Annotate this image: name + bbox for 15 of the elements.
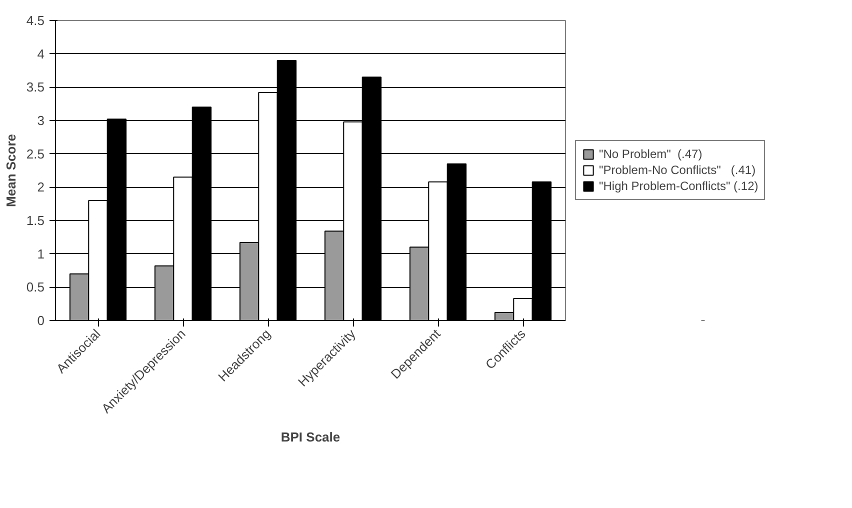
legend-label: "Problem-No Conflicts" (.41): [599, 163, 756, 177]
y-tick-label: 3.5: [26, 80, 45, 95]
y-tick-label: 1: [37, 246, 45, 262]
y-axis-title: Mean Score: [3, 134, 18, 207]
y-tick-label: 0.5: [26, 280, 45, 295]
y-tick-label: 3: [37, 113, 45, 128]
legend-label: "No Problem" (.47): [599, 147, 702, 161]
y-tick-label: 4.5: [26, 13, 45, 28]
y-tick-label: 1.5: [26, 213, 45, 228]
y-tick-label: 2.5: [26, 146, 45, 162]
x-axis-title: BPI Scale: [280, 429, 340, 444]
y-tick-label: 0: [37, 313, 45, 328]
y-tick-label: 4: [37, 46, 45, 62]
legend-label: "High Problem-Conflicts" (.12): [599, 179, 758, 193]
y-tick-label: 2: [37, 180, 45, 195]
